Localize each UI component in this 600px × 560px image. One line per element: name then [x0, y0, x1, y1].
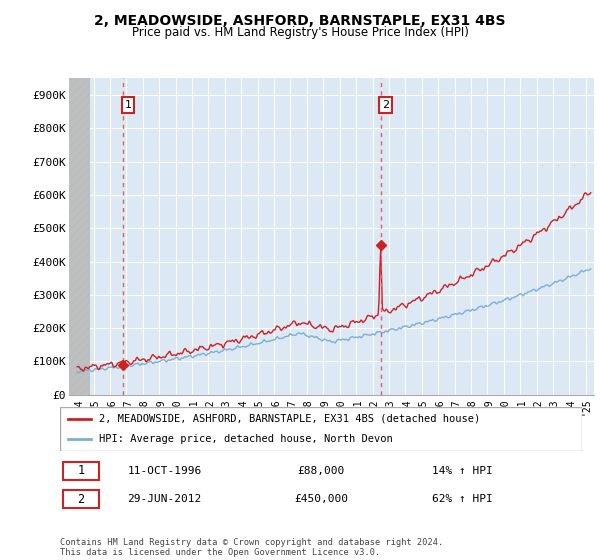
Text: 62% ↑ HPI: 62% ↑ HPI [431, 494, 493, 504]
FancyBboxPatch shape [62, 462, 99, 479]
Text: 1: 1 [124, 100, 131, 110]
Text: £450,000: £450,000 [294, 494, 348, 504]
Text: 2: 2 [382, 100, 389, 110]
FancyBboxPatch shape [62, 491, 99, 508]
Text: 2, MEADOWSIDE, ASHFORD, BARNSTAPLE, EX31 4BS (detached house): 2, MEADOWSIDE, ASHFORD, BARNSTAPLE, EX31… [99, 414, 481, 424]
FancyBboxPatch shape [60, 407, 582, 451]
Text: 14% ↑ HPI: 14% ↑ HPI [431, 466, 493, 475]
Text: 2: 2 [77, 493, 85, 506]
Text: 2, MEADOWSIDE, ASHFORD, BARNSTAPLE, EX31 4BS: 2, MEADOWSIDE, ASHFORD, BARNSTAPLE, EX31… [94, 14, 506, 28]
Text: 11-OCT-1996: 11-OCT-1996 [127, 466, 202, 475]
Bar [69, 78, 91, 395]
Text: £88,000: £88,000 [298, 466, 344, 475]
Text: Price paid vs. HM Land Registry's House Price Index (HPI): Price paid vs. HM Land Registry's House … [131, 26, 469, 39]
Text: 29-JUN-2012: 29-JUN-2012 [127, 494, 202, 504]
Text: 1: 1 [77, 464, 85, 477]
Text: HPI: Average price, detached house, North Devon: HPI: Average price, detached house, Nort… [99, 434, 393, 444]
Text: Contains HM Land Registry data © Crown copyright and database right 2024.
This d: Contains HM Land Registry data © Crown c… [60, 538, 443, 557]
